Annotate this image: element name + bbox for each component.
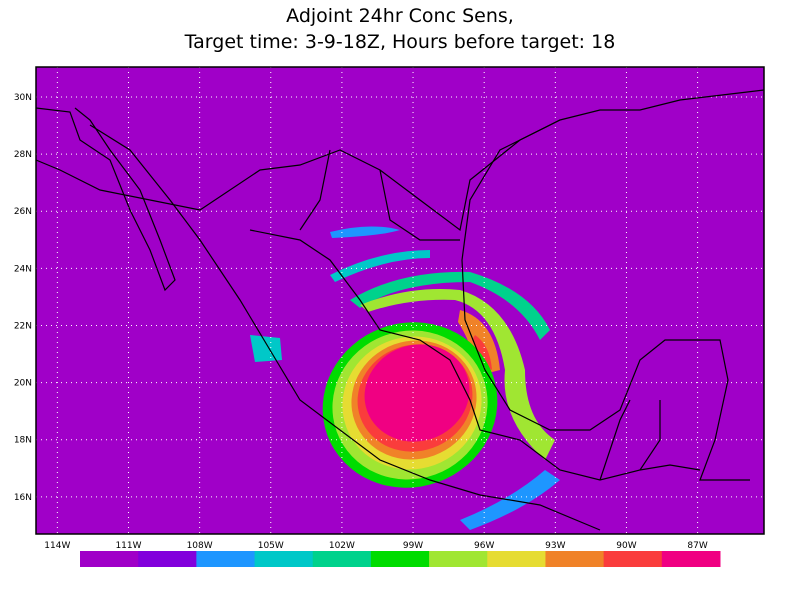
y-tick-label: 30N	[14, 93, 32, 103]
x-tick-label: 96W	[474, 541, 494, 551]
y-tick-label: 28N	[14, 150, 32, 160]
y-tick-label: 22N	[14, 321, 32, 331]
colorbar-swatch	[487, 551, 546, 567]
y-tick-label: 16N	[14, 493, 32, 503]
y-tick-label: 26N	[14, 207, 32, 217]
y-tick-labels: 16N 18N 20N 22N 24N 26N 28N 30N	[14, 93, 32, 503]
coastlines	[36, 89, 764, 531]
y-tick-label: 24N	[14, 264, 32, 274]
colorbar-swatch	[603, 551, 663, 567]
colorbar-swatch	[545, 551, 605, 567]
x-tick-label: 87W	[687, 541, 707, 551]
title-line: Adjoint 24hr Conc Sens,	[286, 5, 514, 27]
y-tick-label: 20N	[14, 379, 32, 389]
x-tick-label: 90W	[616, 541, 636, 551]
colorbar-swatch	[138, 551, 197, 567]
x-tick-label: 99W	[403, 541, 423, 551]
colorbar-swatch	[196, 551, 256, 567]
colorbar	[80, 551, 721, 567]
shading	[250, 226, 560, 530]
x-tick-label: 114W	[44, 541, 70, 551]
colorbar-swatch	[661, 551, 721, 567]
colorbar-swatch	[370, 551, 430, 567]
colorbar-swatch	[80, 551, 139, 567]
x-tick-label: 105W	[258, 541, 284, 551]
x-tick-label: 108W	[187, 541, 213, 551]
colorbar-swatch	[429, 551, 488, 567]
plot-frame	[35, 66, 765, 535]
colorbar-swatch	[312, 551, 372, 567]
x-tick-label: 111W	[115, 541, 141, 551]
colorbar-swatch	[254, 551, 314, 567]
x-tick-label: 93W	[545, 541, 565, 551]
y-tick-label: 18N	[14, 436, 32, 446]
x-tick-labels: 114W 111W 108W 105W 102W 99W 96W 93W 90W 87W	[44, 541, 708, 551]
title-line: Target time: 3-9-18Z, Hours before targe…	[184, 31, 616, 53]
x-tick-label: 102W	[329, 541, 355, 551]
